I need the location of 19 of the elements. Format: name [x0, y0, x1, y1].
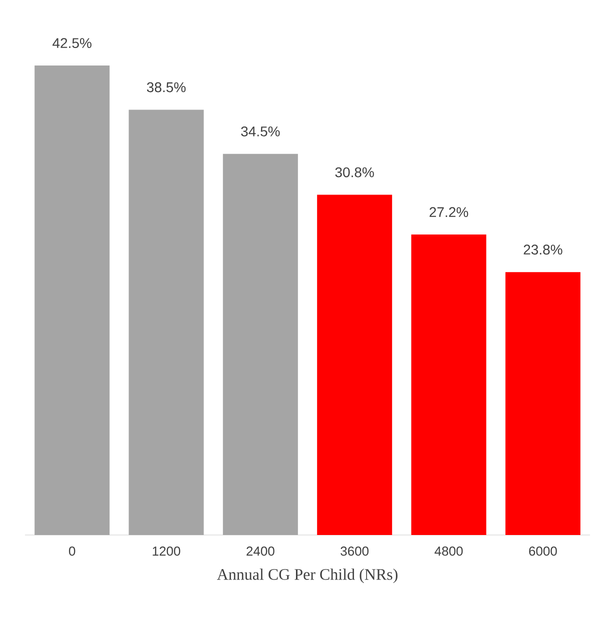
bar: [505, 272, 580, 535]
x-tick-label: 4800: [434, 546, 463, 556]
data-label: 38.5%: [146, 82, 186, 92]
bar: [411, 234, 486, 535]
data-label: 23.8%: [524, 244, 562, 255]
x-tick-label: 3600: [340, 546, 369, 556]
x-tick-label: 1200: [152, 546, 180, 556]
data-label: 30.8%: [335, 167, 374, 178]
bar: [34, 66, 110, 535]
data-label: 34.5%: [241, 126, 280, 136]
x-tick-label: 2400: [246, 546, 274, 556]
x-tick-label: 0: [68, 546, 76, 556]
bar: [222, 154, 298, 535]
bar: [317, 194, 392, 535]
bar: [128, 110, 204, 535]
x-axis-title: Annual CG Per Child (NRs): [216, 568, 398, 584]
x-tick-label: 6000: [529, 546, 557, 556]
data-label: 27.2%: [430, 207, 468, 218]
data-label: 42.5%: [52, 38, 92, 48]
